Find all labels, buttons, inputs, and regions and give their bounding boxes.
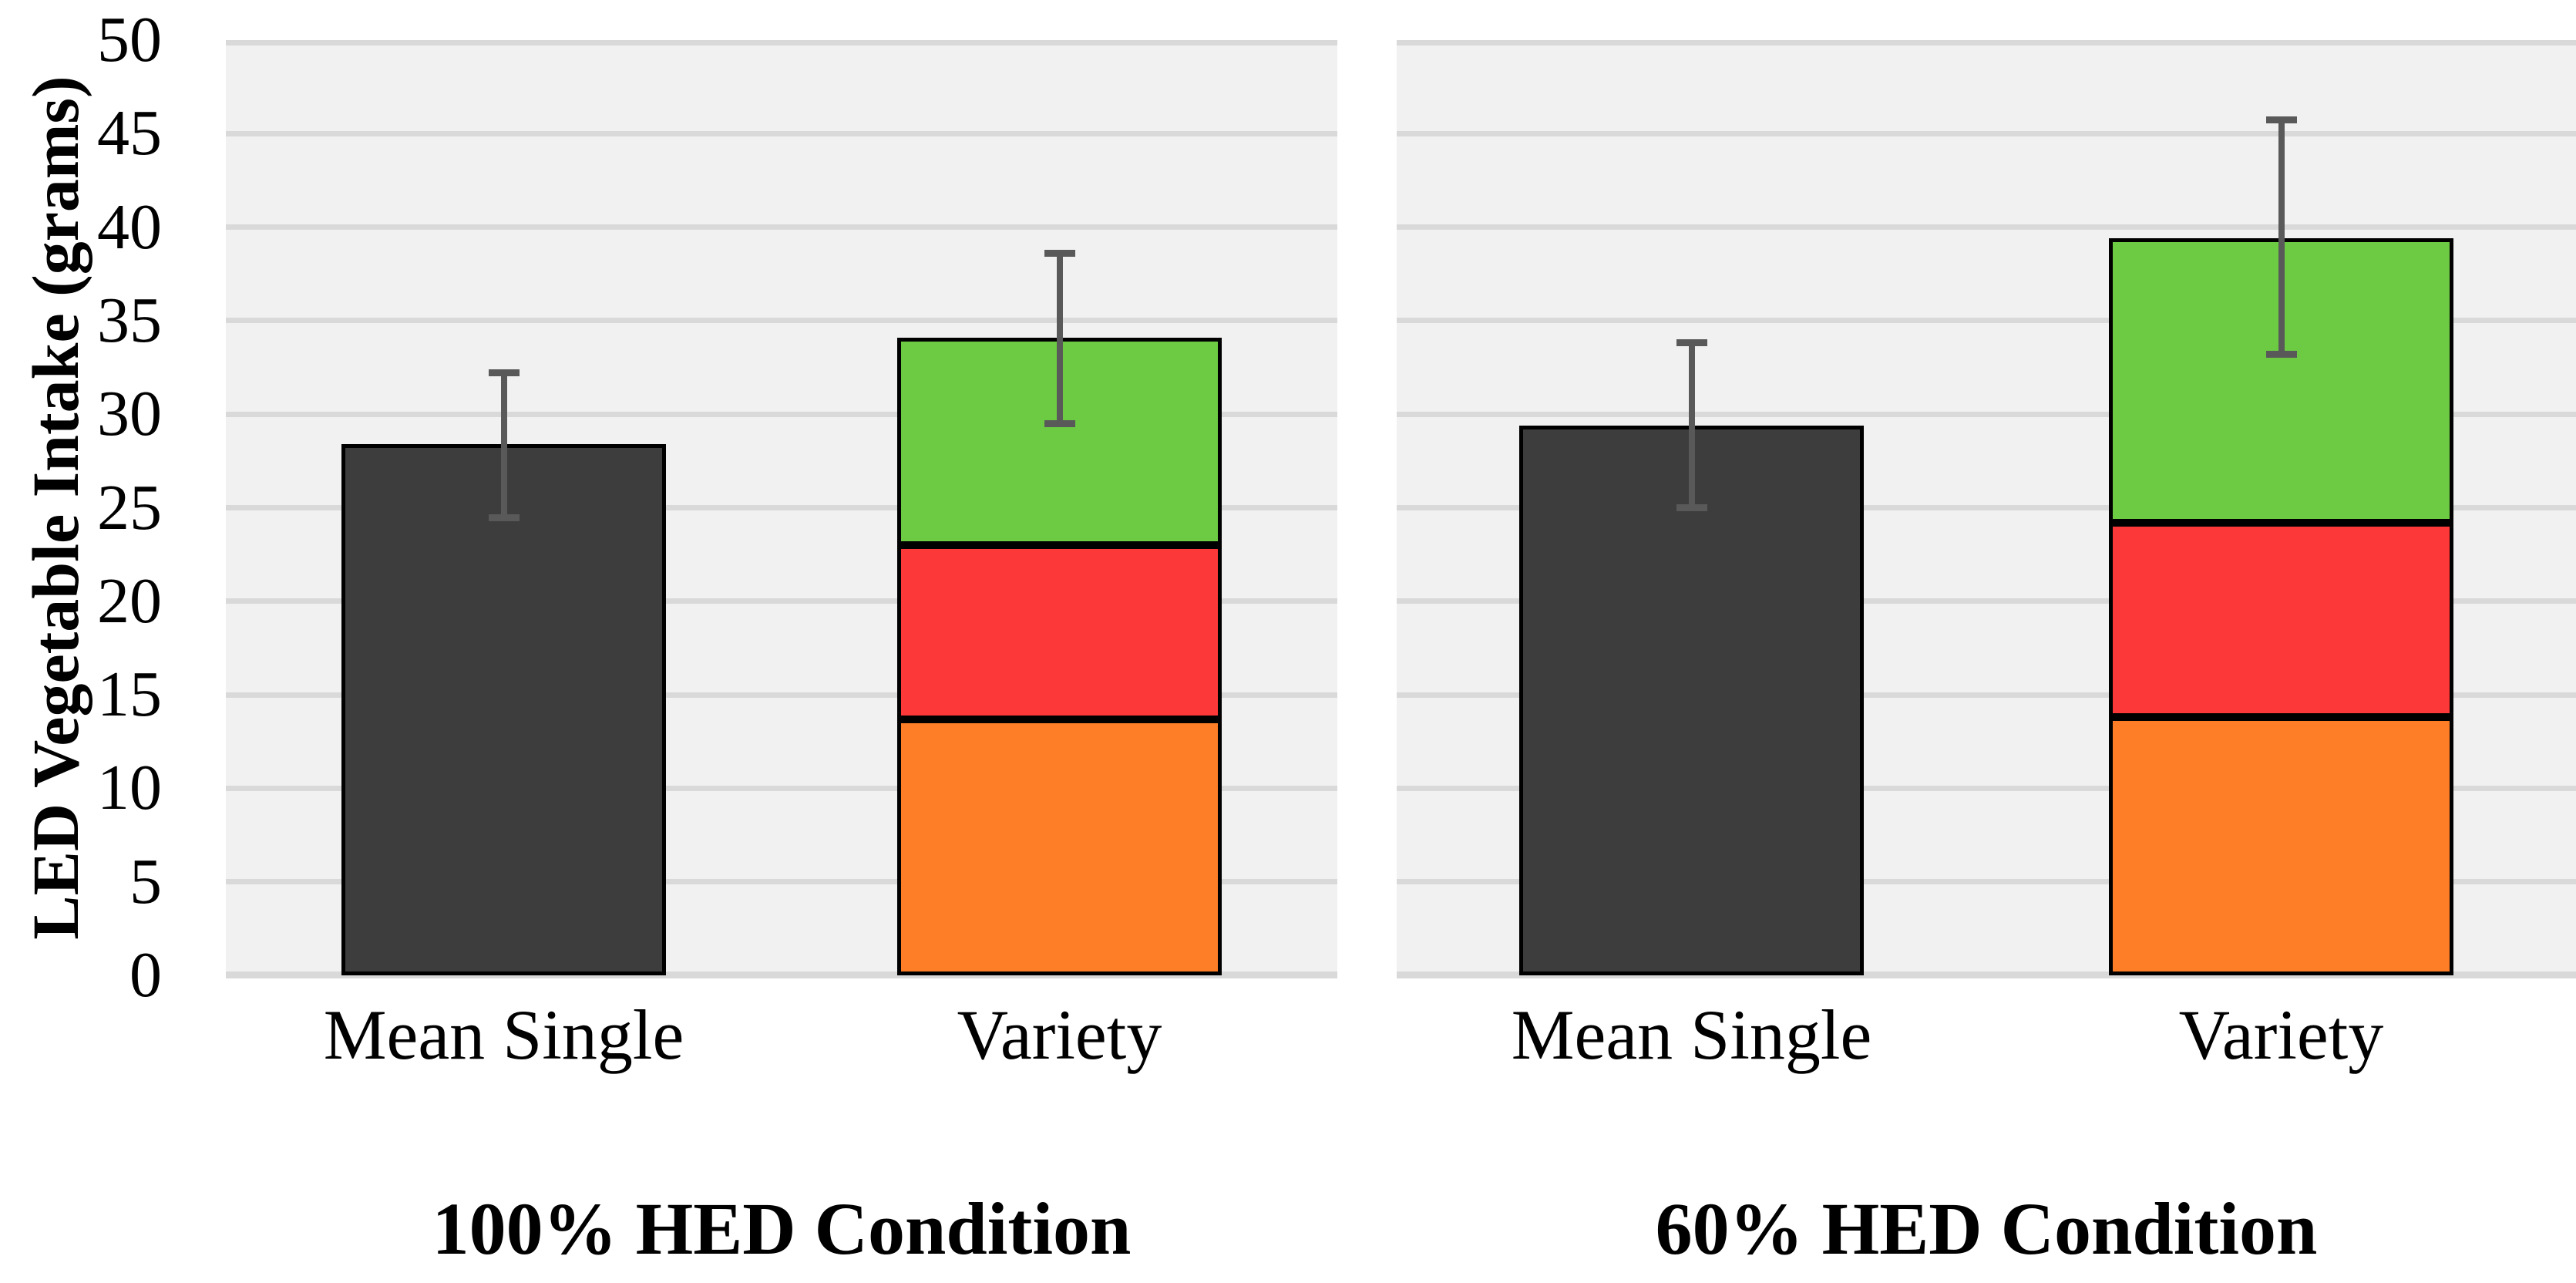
gridline-15: [226, 692, 1337, 698]
y-tick-label-5: 5: [129, 845, 162, 918]
gridline-30: [1397, 411, 2576, 417]
error-bar-cap-bottom: [2265, 351, 2297, 359]
category-label-mean-single: Mean Single: [323, 995, 684, 1074]
bar-slot-mean-single: [226, 40, 782, 975]
bar-slot-variety: [782, 40, 1337, 975]
error-bar-cap-top: [1044, 249, 1075, 257]
gridline-20: [226, 598, 1337, 604]
panel-60-hed-condition-plot-area: [1397, 40, 2576, 978]
bar-variety-segment-vegetable-bottom: [2108, 717, 2454, 975]
gridline-40: [226, 224, 1337, 231]
y-tick-label-10: 10: [97, 752, 162, 824]
y-tick-label-15: 15: [97, 658, 162, 731]
gridline-25: [226, 505, 1337, 510]
bar-variety-segment-vegetable-bottom: [896, 719, 1222, 975]
panel-title-100-hed-condition: 100% HED Condition: [432, 1187, 1132, 1270]
bar-mean-single-segment-single-vegetable: [1518, 425, 1865, 975]
error-bar-cap-bottom: [1044, 420, 1075, 428]
gridline-30: [226, 411, 1337, 417]
x-axis-baseline: [1397, 972, 2576, 978]
bar-slot-mean-single: [1397, 40, 1986, 975]
bar-mean-single-segment-single-vegetable: [341, 444, 667, 975]
gridline-40: [1397, 224, 2576, 231]
gridline-10: [1397, 785, 2576, 791]
error-bar-cap-top: [488, 369, 520, 376]
bar-variety-segment-vegetable-middle: [2108, 522, 2454, 718]
y-tick-label-45: 45: [97, 97, 162, 170]
error-bar-cap-bottom: [488, 514, 520, 521]
x-axis-baseline: [226, 972, 1337, 978]
error-bar-line: [500, 371, 507, 520]
y-tick-label-30: 30: [97, 378, 162, 450]
y-tick-label-35: 35: [97, 284, 162, 356]
gridline-45: [1397, 130, 2576, 136]
error-bar-cap-top: [1676, 339, 1707, 347]
gridline-25: [1397, 505, 2576, 510]
gridline-15: [1397, 692, 2576, 698]
gridline-45: [226, 130, 1337, 136]
error-bar-cap-top: [2265, 116, 2297, 124]
panel-100-hed-condition-plot-area: [226, 40, 1337, 978]
bar-variety-segment-vegetable-middle: [896, 545, 1222, 719]
gridline-10: [226, 785, 1337, 791]
gridline-35: [1397, 318, 2576, 324]
y-tick-label-40: 40: [97, 190, 162, 263]
y-tick-label-0: 0: [129, 939, 162, 1011]
error-bar-line: [2278, 118, 2285, 356]
gridline-5: [226, 879, 1337, 885]
category-label-mean-single: Mean Single: [1511, 995, 1872, 1074]
error-bar-line: [1056, 251, 1063, 426]
gridline-50: [226, 40, 1337, 45]
bar-slot-variety: [1986, 40, 2576, 975]
category-label-variety: Variety: [2178, 995, 2384, 1074]
gridline-35: [226, 318, 1337, 324]
gridline-20: [1397, 598, 2576, 604]
y-tick-label-50: 50: [97, 4, 162, 76]
gridline-50: [1397, 40, 2576, 45]
category-label-variety: Variety: [957, 995, 1162, 1074]
y-tick-label-25: 25: [97, 471, 162, 544]
error-bar-cap-bottom: [1676, 504, 1707, 512]
gridline-5: [1397, 879, 2576, 885]
y-tick-label-20: 20: [97, 564, 162, 637]
error-bar-line: [1688, 341, 1695, 510]
panel-title-60-hed-condition: 60% HED Condition: [1655, 1187, 2318, 1270]
